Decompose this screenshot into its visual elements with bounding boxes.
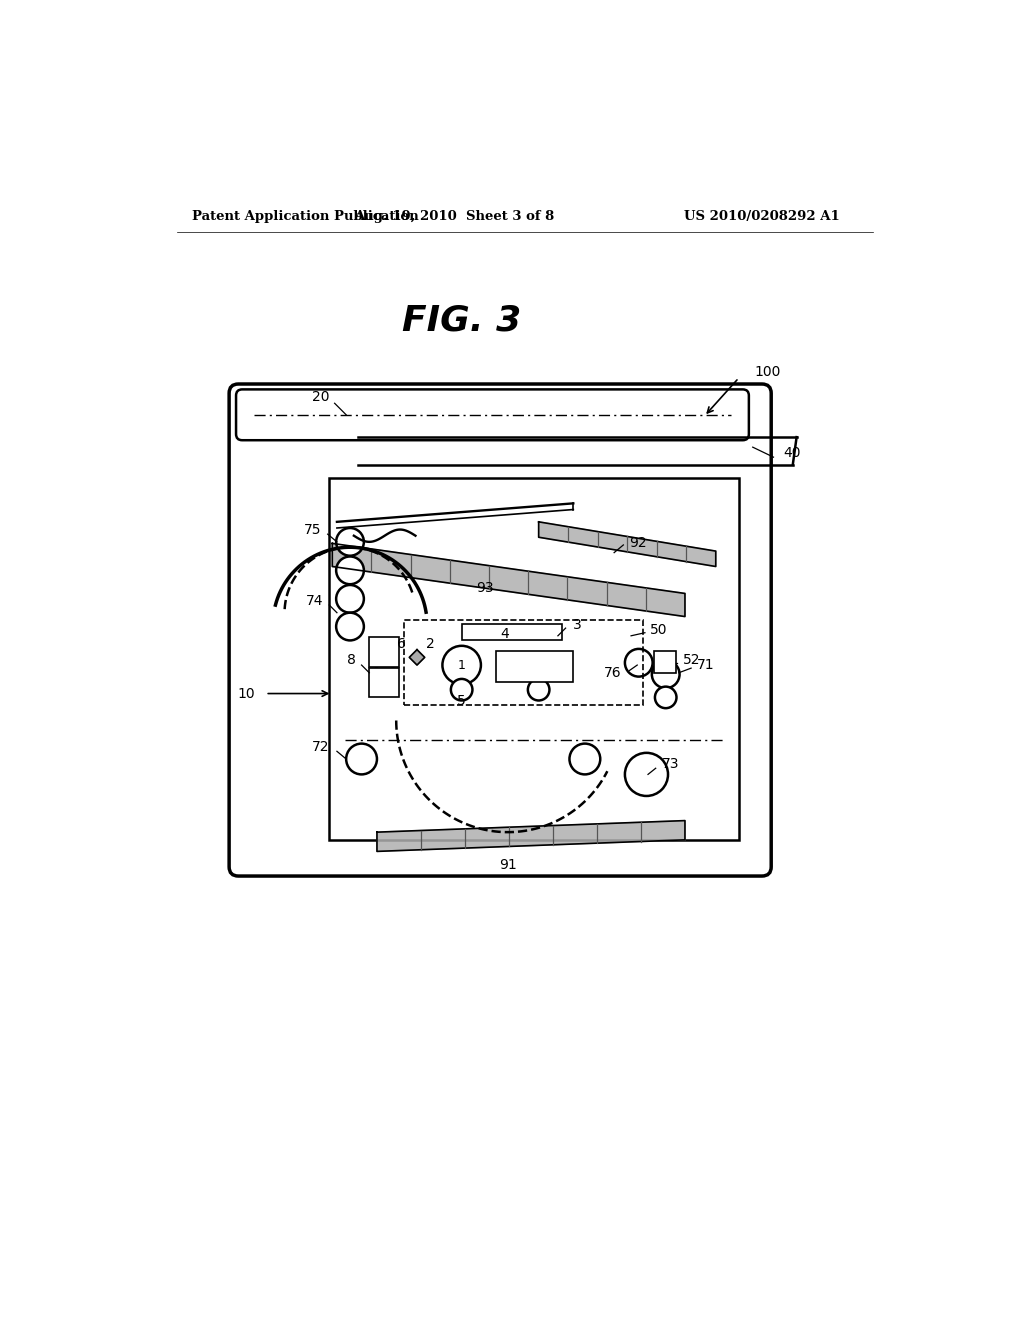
- Polygon shape: [333, 544, 685, 616]
- Text: US 2010/0208292 A1: US 2010/0208292 A1: [684, 210, 840, 223]
- Circle shape: [526, 659, 551, 682]
- Text: 3: 3: [573, 618, 582, 632]
- Text: 50: 50: [650, 623, 668, 636]
- Circle shape: [336, 585, 364, 612]
- Circle shape: [442, 645, 481, 684]
- Text: 10: 10: [238, 686, 255, 701]
- Text: 71: 71: [696, 659, 714, 672]
- Text: 73: 73: [662, 756, 679, 771]
- Circle shape: [652, 660, 680, 688]
- Bar: [403, 620, 643, 705]
- Bar: [497, 651, 573, 682]
- Polygon shape: [377, 821, 685, 851]
- Text: 91: 91: [499, 858, 517, 873]
- Circle shape: [336, 557, 364, 585]
- Text: 6: 6: [397, 636, 407, 651]
- Text: 20: 20: [311, 391, 330, 404]
- Polygon shape: [410, 649, 425, 665]
- Circle shape: [374, 664, 395, 685]
- Circle shape: [569, 743, 600, 775]
- Text: Aug. 19, 2010  Sheet 3 of 8: Aug. 19, 2010 Sheet 3 of 8: [354, 210, 554, 223]
- Text: 100: 100: [755, 366, 780, 379]
- Circle shape: [625, 752, 668, 796]
- Text: 74: 74: [305, 594, 323, 609]
- Polygon shape: [539, 521, 716, 566]
- Circle shape: [655, 686, 677, 708]
- Text: 93: 93: [476, 581, 494, 595]
- Bar: [654, 651, 676, 673]
- Bar: [370, 668, 398, 697]
- Circle shape: [346, 743, 377, 775]
- Text: 5: 5: [458, 694, 466, 709]
- Text: 40: 40: [783, 446, 801, 461]
- Bar: [370, 638, 398, 667]
- Text: 75: 75: [304, 523, 322, 537]
- Circle shape: [336, 528, 364, 556]
- Text: 76: 76: [604, 665, 622, 680]
- Text: 72: 72: [311, 741, 330, 755]
- Text: 92: 92: [630, 536, 647, 550]
- Text: Patent Application Publication: Patent Application Publication: [193, 210, 419, 223]
- Text: 2: 2: [426, 636, 435, 651]
- Bar: [330, 478, 739, 840]
- Text: FIG. 3: FIG. 3: [402, 304, 521, 337]
- FancyBboxPatch shape: [229, 384, 771, 876]
- Text: 4: 4: [500, 627, 509, 642]
- Text: 8: 8: [346, 653, 355, 668]
- Text: 52: 52: [683, 653, 700, 668]
- Text: 1: 1: [458, 659, 466, 672]
- Circle shape: [336, 612, 364, 640]
- Bar: [462, 624, 562, 640]
- Circle shape: [528, 678, 550, 701]
- Circle shape: [625, 649, 652, 677]
- FancyBboxPatch shape: [237, 389, 749, 441]
- Circle shape: [374, 644, 395, 665]
- Circle shape: [451, 678, 472, 701]
